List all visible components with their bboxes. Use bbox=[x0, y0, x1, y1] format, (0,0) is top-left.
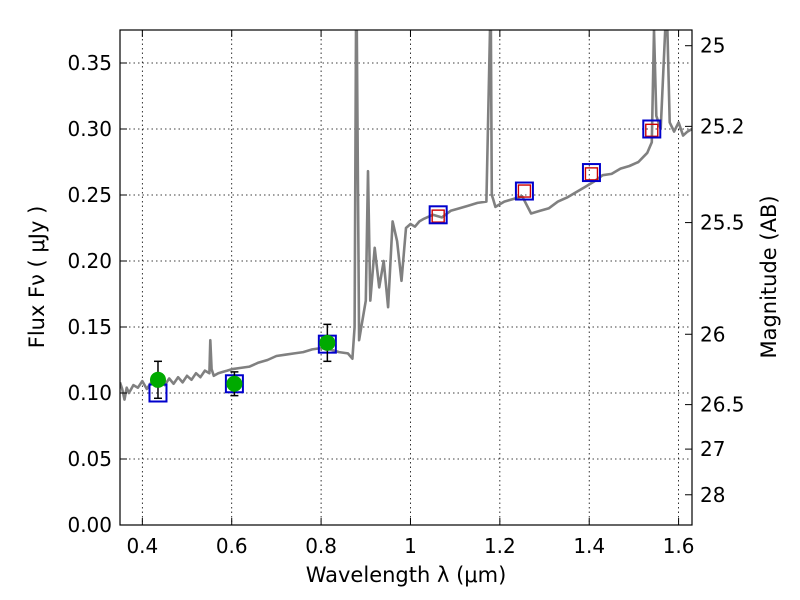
red-square-point bbox=[584, 167, 599, 181]
red-square-point bbox=[517, 184, 532, 198]
x-tick-label: 1.6 bbox=[663, 534, 695, 558]
y-tick-label: 0.25 bbox=[67, 183, 112, 207]
grid bbox=[120, 30, 692, 526]
green-data-point bbox=[226, 375, 243, 392]
x-axis-title: Wavelength λ (μm) bbox=[306, 563, 507, 587]
y-tick-label: 0.20 bbox=[67, 249, 112, 273]
x-tick-label: 0.4 bbox=[126, 534, 158, 558]
y-tick-label: 0.10 bbox=[67, 381, 112, 405]
blue-square-point bbox=[642, 119, 662, 139]
blue-square-point bbox=[581, 163, 601, 183]
y2-tick-label: 28 bbox=[700, 483, 725, 507]
x-tick-label: 0.6 bbox=[216, 534, 248, 558]
y2-tick-label: 26.5 bbox=[700, 393, 745, 417]
axes-frame bbox=[119, 29, 693, 526]
blue-square-point bbox=[428, 205, 448, 225]
y2-axis-title: Magnitude (AB) bbox=[757, 195, 781, 358]
x-tick-label: 1 bbox=[404, 534, 417, 558]
y-tick-label: 0.05 bbox=[67, 447, 112, 471]
y-tick-label: 0.30 bbox=[67, 117, 112, 141]
y-tick-label: 0.15 bbox=[67, 315, 112, 339]
x-tick-label: 0.8 bbox=[305, 534, 337, 558]
y2-tick-label: 25 bbox=[700, 34, 725, 58]
y2-tick-label: 25.2 bbox=[700, 114, 745, 138]
red-square-point bbox=[431, 209, 445, 223]
plot-contents bbox=[120, 30, 692, 403]
plot-area bbox=[120, 30, 692, 403]
x-tick-label: 1.2 bbox=[484, 534, 516, 558]
y-axis-title: Flux Fν ( μJy ) bbox=[25, 206, 49, 349]
green-data-point bbox=[319, 334, 336, 351]
blue-square-point bbox=[514, 181, 534, 201]
red-square-point bbox=[645, 123, 659, 138]
y-tick-label: 0.00 bbox=[67, 513, 112, 537]
y-tick-label: 0.35 bbox=[67, 51, 112, 75]
y2-tick-label: 26 bbox=[700, 322, 725, 346]
x-tick-label: 1.4 bbox=[573, 534, 605, 558]
green-data-point bbox=[149, 371, 166, 388]
y2-tick-label: 25.5 bbox=[700, 211, 745, 235]
y2-tick-label: 27 bbox=[700, 437, 725, 461]
ticks: 0.4 0.6 0.8 1 1.2 1.4 1.6 0.00 0.05 0.10 0.15 0.20 0… bbox=[67, 30, 745, 558]
